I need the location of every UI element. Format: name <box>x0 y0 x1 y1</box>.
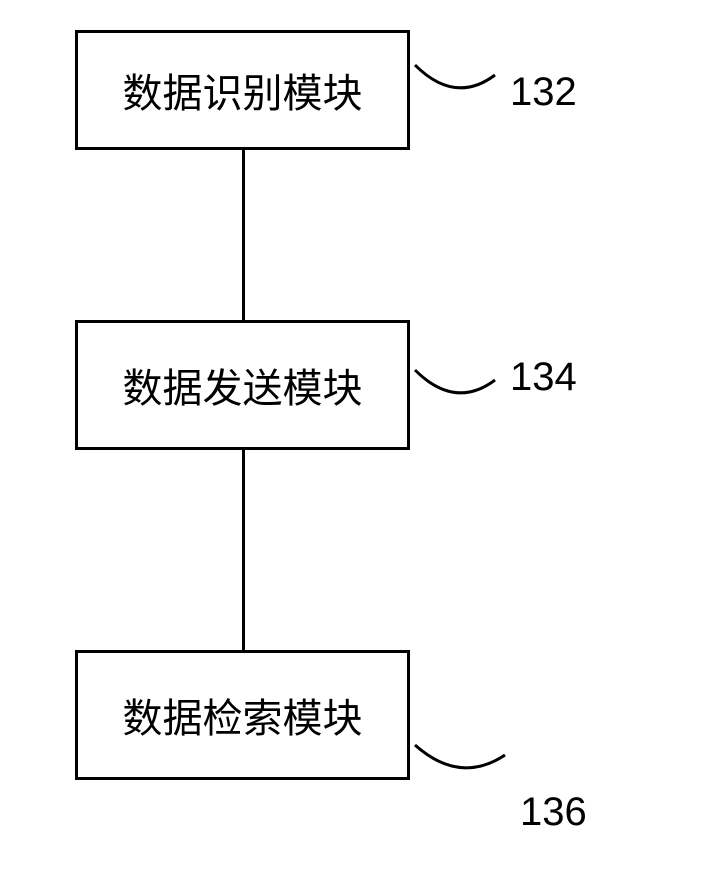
ref-label-n2: 134 <box>510 355 577 400</box>
ref-label-n3: 136 <box>520 790 587 835</box>
node-label-n1: 数据识别模块 <box>123 61 363 119</box>
edge-n1-n2 <box>242 150 245 320</box>
callout-n2 <box>410 365 500 415</box>
callout-n1 <box>410 60 500 110</box>
callout-n3 <box>410 740 510 790</box>
node-n1: 数据识别模块 <box>75 30 410 150</box>
node-label-n2: 数据发送模块 <box>123 356 363 414</box>
ref-label-n1: 132 <box>510 70 577 115</box>
node-n2: 数据发送模块 <box>75 320 410 450</box>
node-n3: 数据检索模块 <box>75 650 410 780</box>
edge-n2-n3 <box>242 450 245 650</box>
node-label-n3: 数据检索模块 <box>123 686 363 744</box>
